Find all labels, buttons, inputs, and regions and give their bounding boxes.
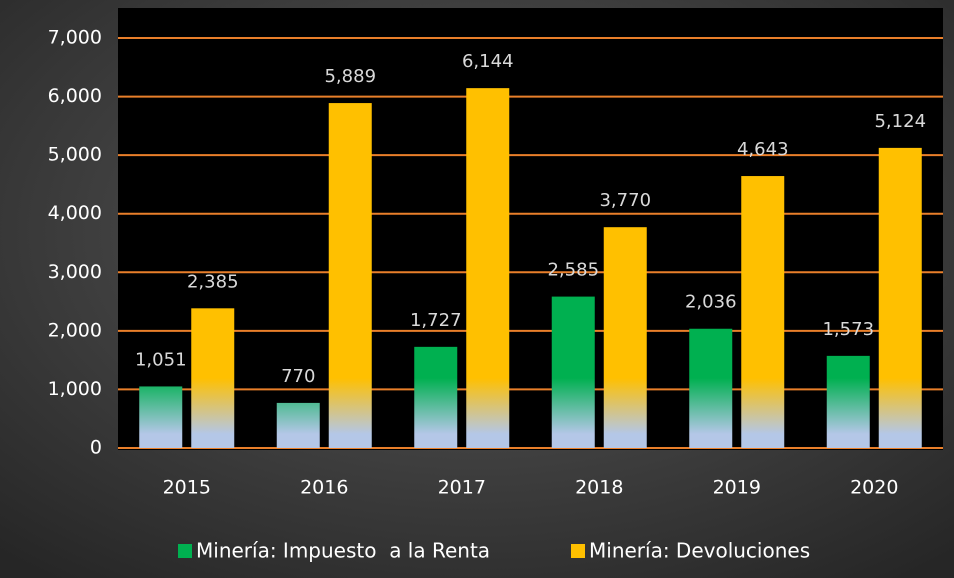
bar bbox=[191, 308, 235, 448]
data-label: 5,889 bbox=[324, 66, 376, 87]
data-label: 4,643 bbox=[737, 139, 789, 160]
y-tick-label: 0 bbox=[90, 437, 102, 459]
plot-area bbox=[118, 8, 943, 450]
data-label: 6,144 bbox=[462, 51, 514, 72]
legend-swatch bbox=[571, 544, 585, 558]
data-label: 2,585 bbox=[547, 260, 599, 281]
bar bbox=[276, 402, 320, 448]
bar bbox=[741, 176, 785, 448]
y-tick-label: 6,000 bbox=[48, 85, 102, 107]
bar bbox=[551, 296, 595, 448]
y-tick-label: 4,000 bbox=[48, 202, 102, 224]
data-label: 1,573 bbox=[822, 319, 874, 340]
x-tick-label: 2017 bbox=[438, 477, 486, 499]
data-label: 3,770 bbox=[599, 190, 651, 211]
x-tick-label: 2020 bbox=[850, 477, 898, 499]
legend-swatch bbox=[178, 544, 192, 558]
x-tick-label: 2019 bbox=[713, 477, 761, 499]
y-tick-label: 7,000 bbox=[48, 27, 102, 49]
x-tick-label: 2018 bbox=[575, 477, 623, 499]
data-label: 770 bbox=[281, 366, 315, 387]
y-tick-label: 2,000 bbox=[48, 319, 102, 341]
bar bbox=[689, 328, 733, 448]
y-tick-label: 5,000 bbox=[48, 144, 102, 166]
y-tick-label: 1,000 bbox=[48, 378, 102, 400]
bar bbox=[466, 88, 510, 448]
bar bbox=[826, 355, 870, 448]
data-label: 1,727 bbox=[410, 310, 462, 331]
data-label: 1,051 bbox=[135, 349, 187, 370]
bar bbox=[603, 227, 647, 448]
x-tick-label: 2016 bbox=[300, 477, 348, 499]
bar bbox=[414, 346, 458, 448]
bar bbox=[878, 147, 922, 448]
legend-label: Minería: Devoluciones bbox=[589, 539, 810, 563]
legend-label: Minería: Impuesto a la Renta bbox=[196, 539, 490, 563]
data-label: 2,385 bbox=[187, 271, 239, 292]
data-label: 2,036 bbox=[685, 292, 737, 313]
bar bbox=[139, 386, 183, 448]
data-label: 5,124 bbox=[874, 111, 926, 132]
x-tick-label: 2015 bbox=[163, 477, 211, 499]
y-tick-label: 3,000 bbox=[48, 261, 102, 283]
bar bbox=[328, 103, 372, 448]
